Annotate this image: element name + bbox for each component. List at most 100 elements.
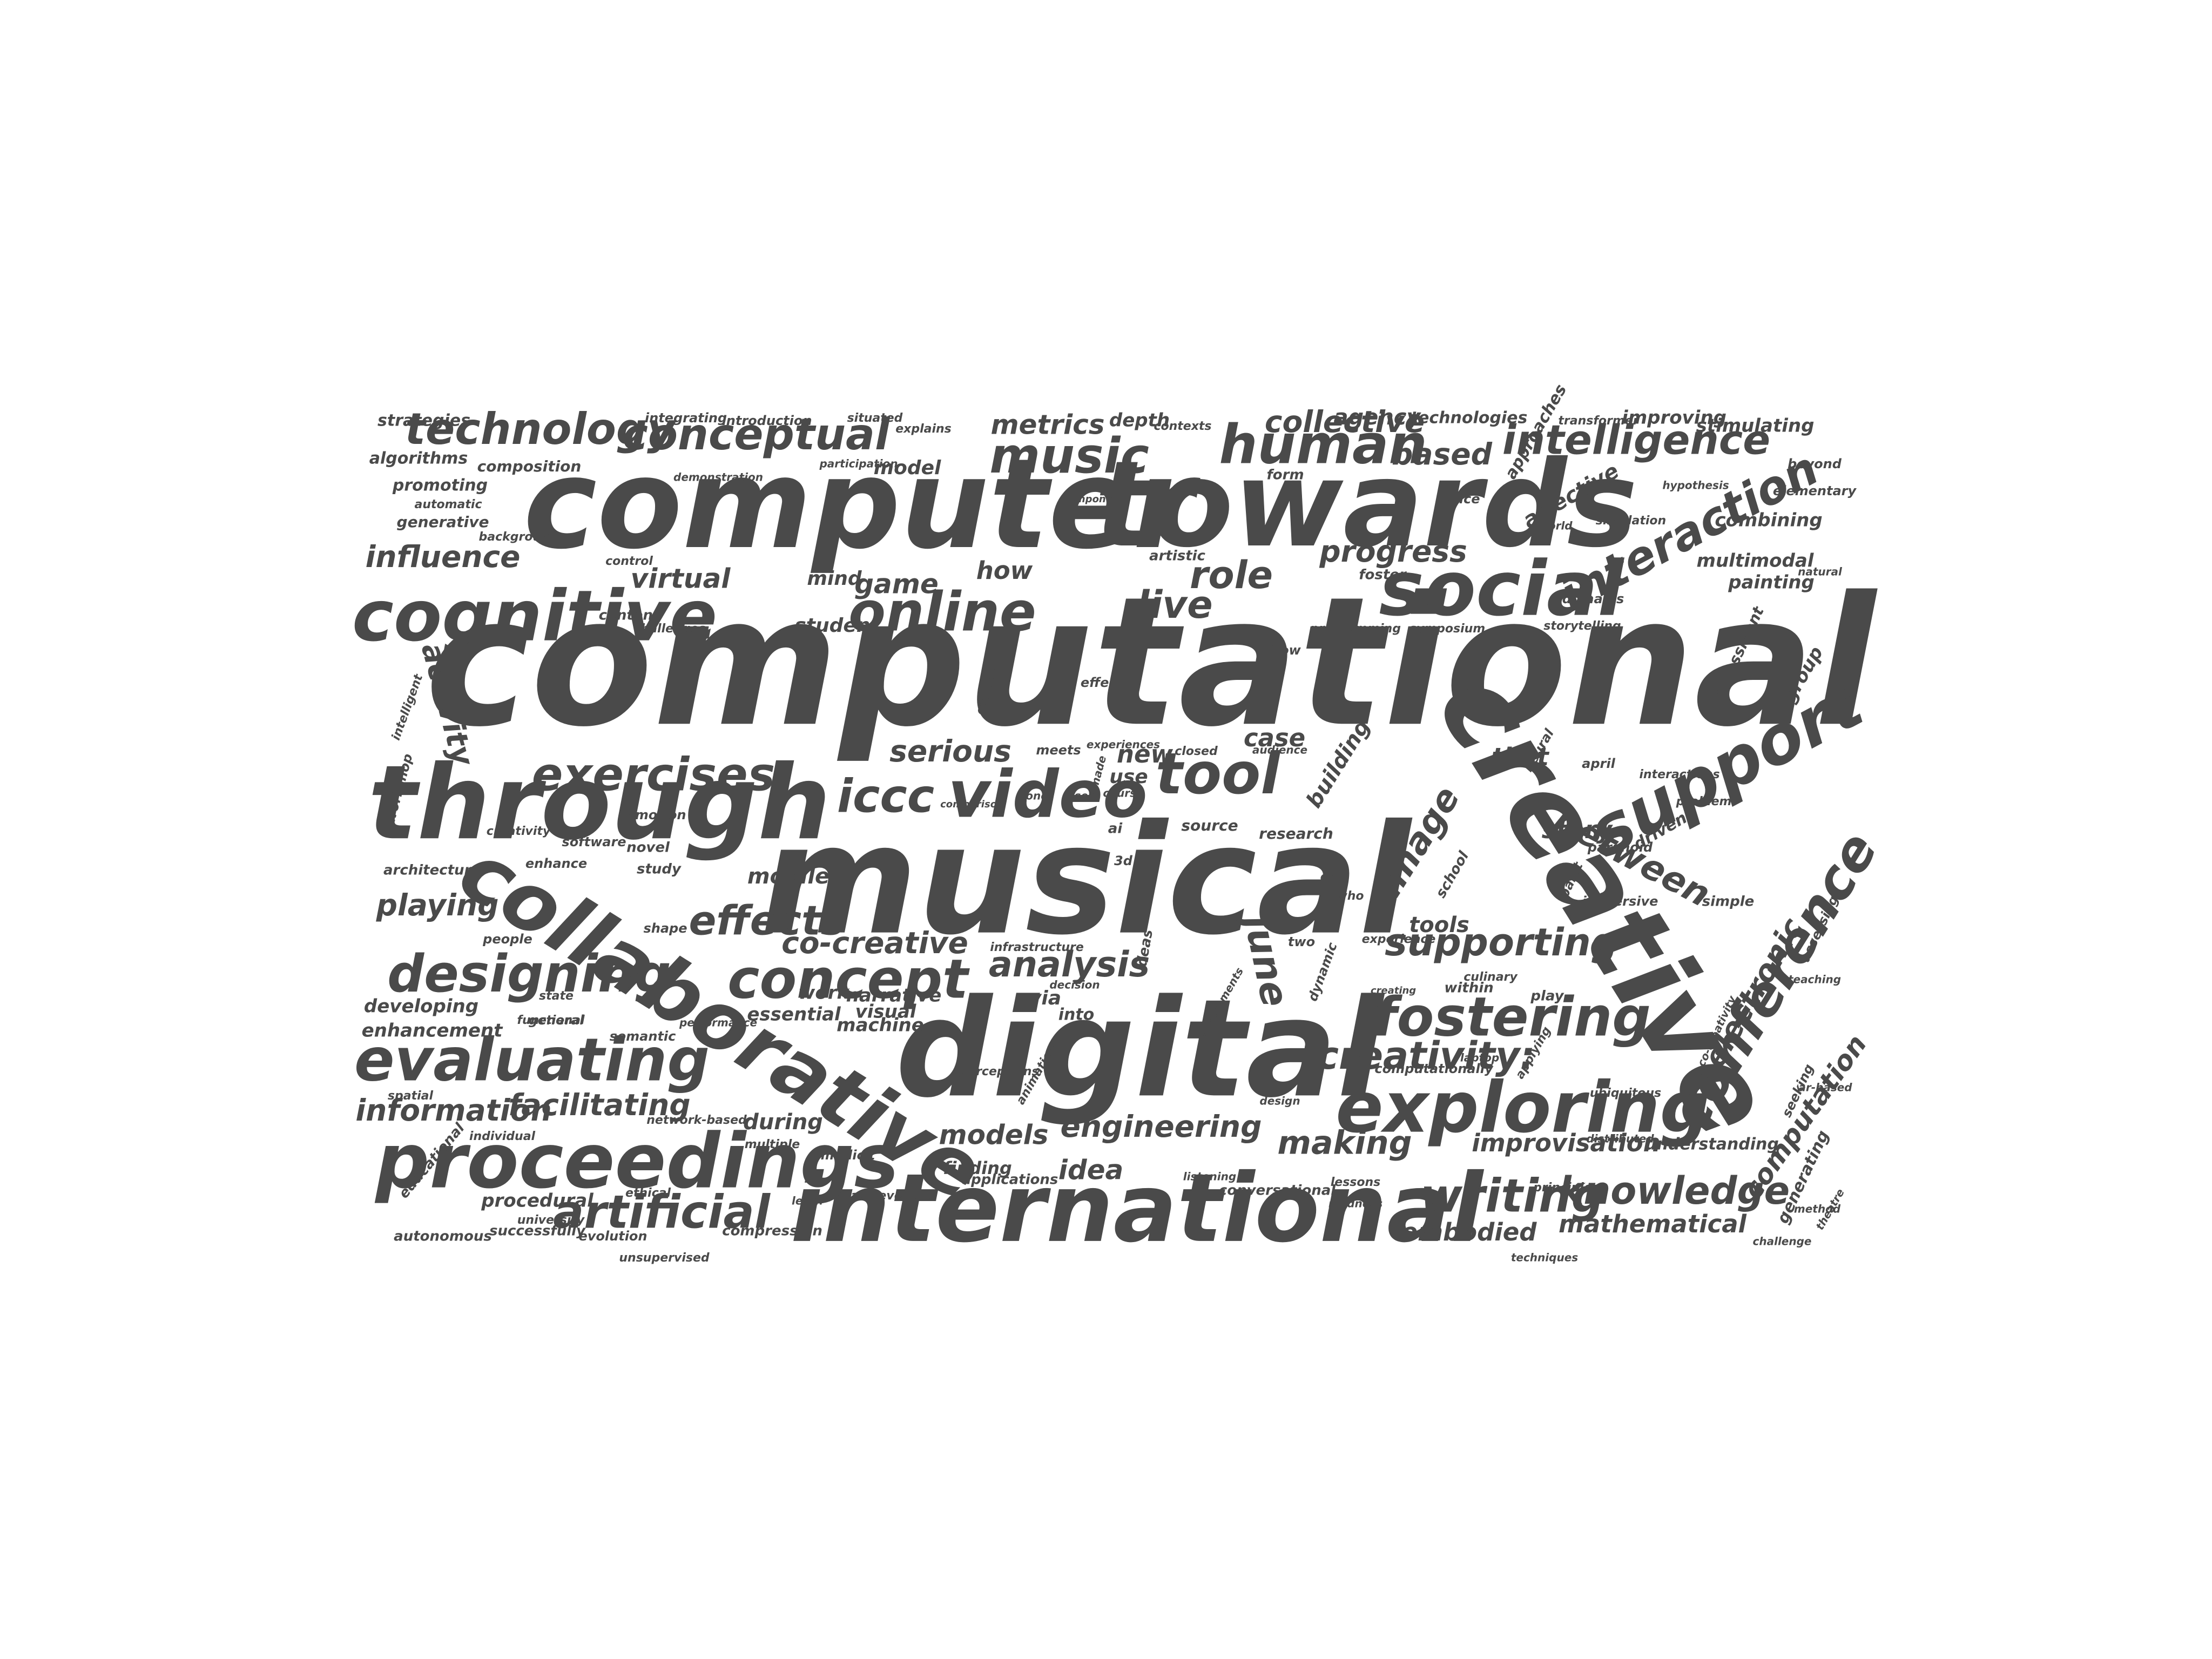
word-participation: participation xyxy=(819,457,898,470)
word-components: components xyxy=(1063,494,1130,505)
word-programming: programming xyxy=(1310,622,1401,636)
word-promoting: promoting xyxy=(392,476,488,495)
word-comparison: comparison xyxy=(940,799,1004,810)
word-paranoid: paranoid xyxy=(1587,840,1653,855)
word-hypothesis: hypothesis xyxy=(1662,479,1729,492)
word-computer: computer xyxy=(523,433,1201,577)
word-writing: writing xyxy=(1420,1169,1604,1223)
word-composition: composition xyxy=(477,457,582,475)
word-design: design xyxy=(1259,1095,1300,1108)
word-explains: explains xyxy=(895,422,952,436)
word-control: control xyxy=(605,555,653,568)
word-engineering: engineering xyxy=(1061,1109,1262,1144)
word-foster: foster xyxy=(1359,567,1407,583)
word-learn: learn xyxy=(792,1195,823,1208)
word-who: who xyxy=(1336,889,1364,903)
word-audience: audience xyxy=(1252,744,1307,757)
word-form: form xyxy=(1266,467,1304,483)
word-listening: listening xyxy=(1183,1170,1236,1183)
word-ethical: ethical xyxy=(625,1186,671,1200)
word-visual: visual xyxy=(855,1001,917,1023)
word-progress: progress xyxy=(1319,534,1467,569)
word-individual: individual xyxy=(469,1130,536,1143)
word-generative: generative xyxy=(397,513,489,531)
word-one: one xyxy=(1026,790,1048,802)
word-ubiquitous: ubiquitous xyxy=(1590,1087,1661,1100)
word-model: model xyxy=(874,457,941,479)
word-lessons: lessons xyxy=(1331,1176,1381,1189)
word-transformer: transformer xyxy=(1558,414,1639,428)
word-models: models xyxy=(939,1120,1048,1151)
word-digital: digital xyxy=(895,970,1385,1127)
word-two: two xyxy=(1288,934,1315,949)
word-teaching: teaching xyxy=(1788,973,1841,986)
word-mobile: mobile xyxy=(747,864,830,889)
word-co-creative: co-creative xyxy=(781,926,968,960)
word-background: background xyxy=(478,530,558,544)
word-depth: depth xyxy=(1109,410,1170,431)
word-new: new xyxy=(1117,740,1174,768)
word-iccc: iccc xyxy=(837,770,934,823)
word-knowledge: knowledge xyxy=(1559,1169,1790,1213)
word-idea: idea xyxy=(1058,1155,1124,1186)
word-state: state xyxy=(539,989,574,1003)
word-music: music xyxy=(989,428,1149,484)
word-musical: musical xyxy=(760,793,1413,969)
word-symposium: symposium xyxy=(1410,622,1485,636)
word-beyond: beyond xyxy=(1788,456,1842,471)
word-techniques: techniques xyxy=(1511,1251,1578,1264)
word-virtual: virtual xyxy=(631,563,731,595)
word-user: user xyxy=(1067,790,1094,802)
word-use: use xyxy=(1109,766,1148,788)
word-artificial: artificial xyxy=(553,1185,771,1239)
word-international: international xyxy=(791,1154,1484,1264)
word-research: research xyxy=(1259,825,1333,842)
word-dance: dance xyxy=(1437,491,1480,507)
word-towards: towards xyxy=(1095,435,1638,574)
word-storytelling: storytelling xyxy=(1543,619,1621,633)
word-case: case xyxy=(1244,724,1305,752)
word-narrative: narrative xyxy=(846,985,942,1007)
word-exercises: exercises xyxy=(532,748,775,801)
word-improvisation: improvisation xyxy=(1472,1129,1660,1157)
word-emotion: emotion xyxy=(626,807,686,822)
word-play: play xyxy=(1530,988,1564,1004)
word-via: via xyxy=(1029,987,1061,1009)
word-simulation: simulation xyxy=(1596,514,1666,528)
word-effects: effects xyxy=(689,897,845,945)
word-closed: closed xyxy=(1175,745,1218,758)
word-during: during xyxy=(743,1110,823,1135)
word-how: how xyxy=(976,556,1033,585)
word-shape: shape xyxy=(643,921,687,936)
word-achievement: achievement xyxy=(851,1189,938,1203)
word-situated: situated xyxy=(847,412,903,425)
word-novel: novel xyxy=(626,840,670,856)
word-creativity: creativity: xyxy=(1317,1034,1535,1078)
word-simple: simple xyxy=(1702,894,1755,910)
word-challenge: challenge xyxy=(1753,1235,1812,1248)
word-content: content xyxy=(599,608,660,624)
word-conceptual: conceptual xyxy=(623,409,891,460)
word-course: course xyxy=(1103,787,1143,800)
word-elementary: elementary xyxy=(1773,483,1857,498)
word-game: game xyxy=(854,569,939,600)
word-designing: designing xyxy=(387,945,671,1004)
word-method: method xyxy=(1794,1203,1841,1216)
word-autonomous: autonomous xyxy=(394,1229,492,1245)
word-challenges: challenges xyxy=(634,622,706,636)
word-collective: collective xyxy=(1265,404,1425,439)
word-that: that xyxy=(1492,743,1549,771)
word-intelligence: intelligence xyxy=(1502,416,1770,464)
word-human: human xyxy=(1219,413,1427,476)
word-exploring: exploring xyxy=(1336,1067,1710,1149)
word-ar-based: ar-based xyxy=(1798,1081,1852,1094)
word-infrastructure: infrastructure xyxy=(990,941,1084,954)
word-contexts: contexts xyxy=(1154,420,1211,433)
word-mathematical: mathematical xyxy=(1559,1210,1747,1238)
word-effect: effect xyxy=(1081,675,1124,690)
word-multimodal: multimodal xyxy=(1697,550,1815,572)
word-within: within xyxy=(1444,980,1493,996)
word-video: video xyxy=(948,758,1147,833)
